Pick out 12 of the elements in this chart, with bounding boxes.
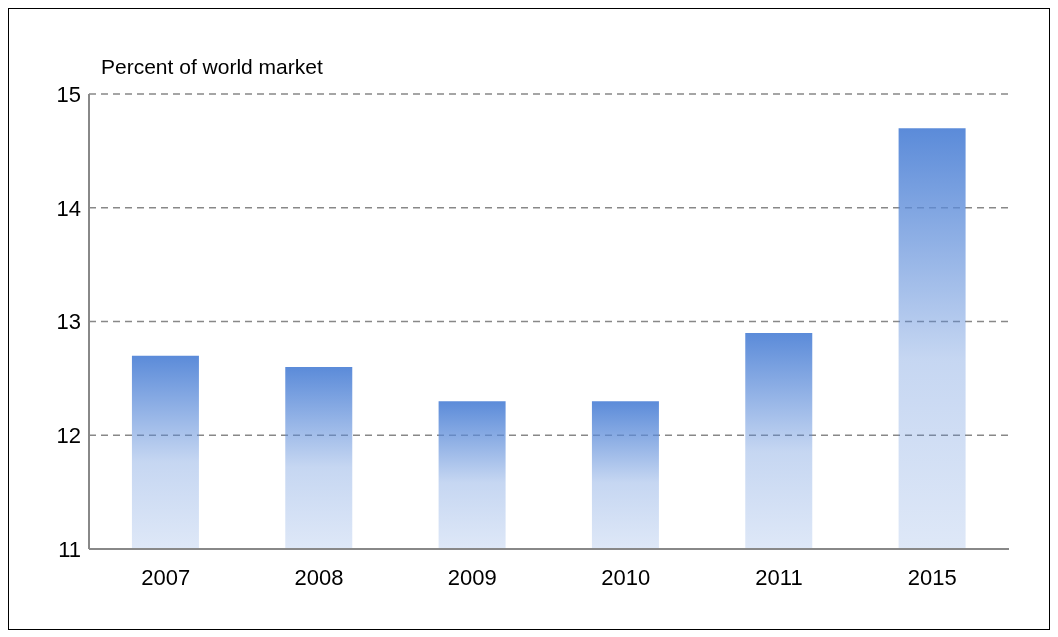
x-tick-label: 2008 (294, 564, 344, 590)
y-tick-label: 14 (56, 195, 81, 221)
x-tick-label: 2010 (601, 564, 651, 590)
y-tick-label: 12 (56, 423, 81, 449)
y-tick-label: 11 (58, 536, 81, 562)
y-axis-title: Percent of world market (101, 55, 323, 79)
y-tick-label: 13 (56, 309, 81, 335)
x-tick-label: 2007 (141, 564, 191, 590)
x-tick-label: 2009 (447, 564, 497, 590)
y-tick-label: 15 (56, 81, 81, 107)
x-tick-label: 2011 (755, 564, 803, 590)
x-tick-label: 2015 (907, 564, 957, 590)
